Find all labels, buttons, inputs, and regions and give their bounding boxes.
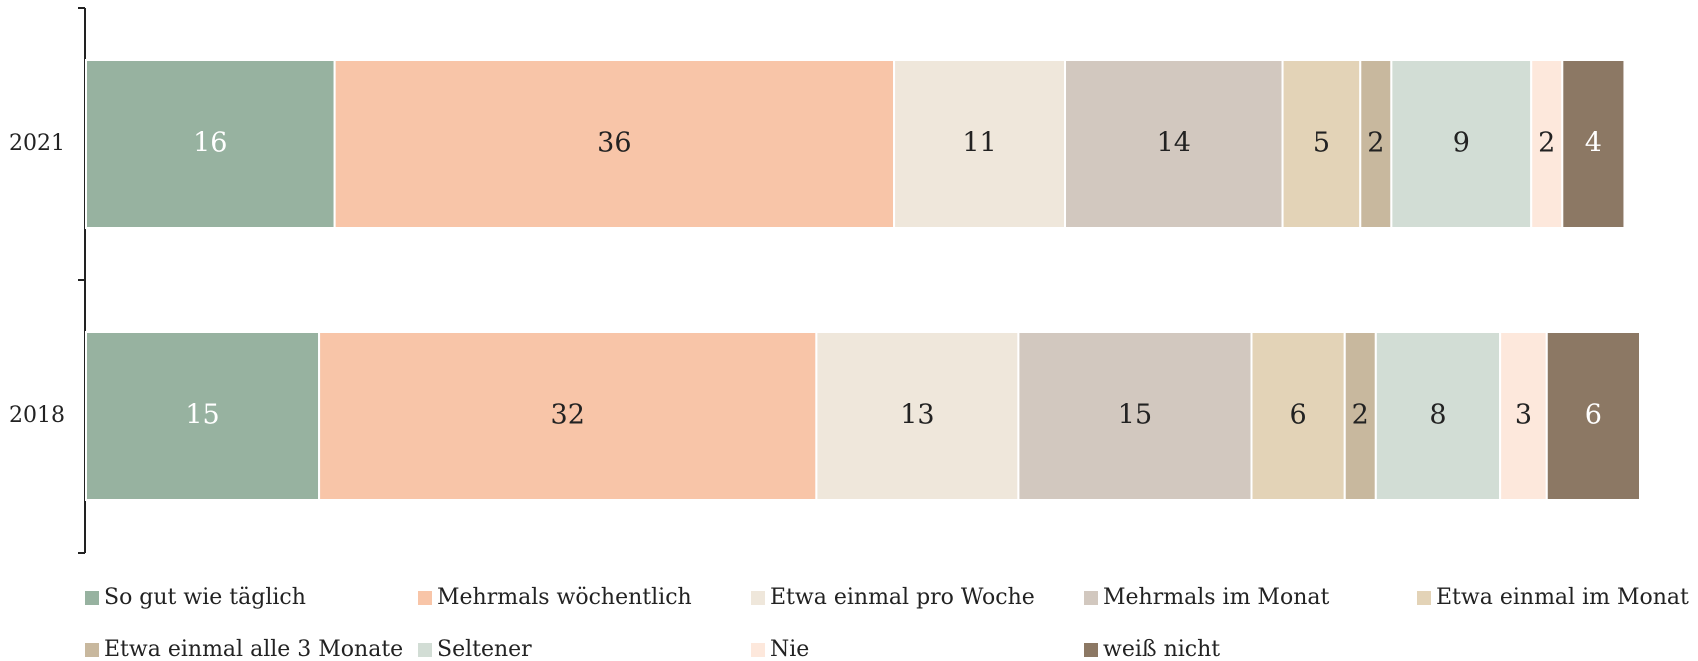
legend-swatch	[1084, 591, 1098, 605]
legend-swatch	[418, 591, 432, 605]
value-label: 6	[1585, 400, 1602, 431]
legend-label: Nie	[770, 637, 809, 661]
legend-swatch	[751, 643, 765, 657]
legend-label: Etwa einmal pro Woche	[770, 585, 1035, 610]
value-label: 8	[1429, 400, 1446, 431]
bar-segment	[1250, 331, 1346, 501]
legend-label: weiß nicht	[1103, 637, 1220, 661]
legend-label: Mehrmals im Monat	[1103, 585, 1329, 610]
value-label: 9	[1453, 128, 1470, 159]
bar-segment	[1545, 331, 1642, 501]
bar-segment	[1064, 59, 1284, 229]
value-label: 4	[1585, 128, 1602, 159]
value-label: 6	[1290, 400, 1307, 431]
value-label: 2	[1538, 128, 1555, 159]
legend-swatch	[1417, 591, 1431, 605]
legend-label: Seltener	[437, 637, 532, 661]
legend-label: Etwa einmal im Monat	[1436, 585, 1689, 610]
bar-segment	[85, 331, 321, 501]
legend-swatch	[1084, 643, 1098, 657]
legend-label: Etwa einmal alle 3 Monate	[104, 637, 403, 661]
bar-segment	[318, 331, 818, 501]
value-label: 5	[1313, 128, 1330, 159]
legend-swatch	[751, 591, 765, 605]
value-label: 3	[1515, 400, 1532, 431]
bar-segment	[1017, 331, 1253, 501]
legend-label: Mehrmals wöchentlich	[437, 585, 692, 610]
bar-segment	[1359, 59, 1393, 229]
bar-segment	[333, 59, 896, 229]
y-tick-label: 2018	[9, 403, 65, 428]
bar-segment	[1281, 59, 1362, 229]
bar-segment	[1561, 59, 1626, 229]
value-label: 13	[900, 400, 934, 431]
value-label: 16	[193, 128, 227, 159]
bar-segment	[815, 331, 1020, 501]
bar-segment	[893, 59, 1067, 229]
value-label: 32	[551, 400, 585, 431]
value-label: 15	[1118, 400, 1152, 431]
value-label: 36	[597, 128, 631, 159]
y-tick-label: 2021	[9, 131, 65, 156]
legend-swatch	[85, 643, 99, 657]
bar-segment	[85, 59, 336, 229]
value-label: 2	[1367, 128, 1384, 159]
legend-label: So gut wie täglich	[104, 585, 306, 610]
value-label: 2	[1352, 400, 1369, 431]
value-label: 14	[1157, 128, 1191, 159]
legend-swatch	[85, 591, 99, 605]
value-label: 15	[185, 400, 219, 431]
value-label: 11	[962, 128, 996, 159]
legend-swatch	[418, 643, 432, 657]
